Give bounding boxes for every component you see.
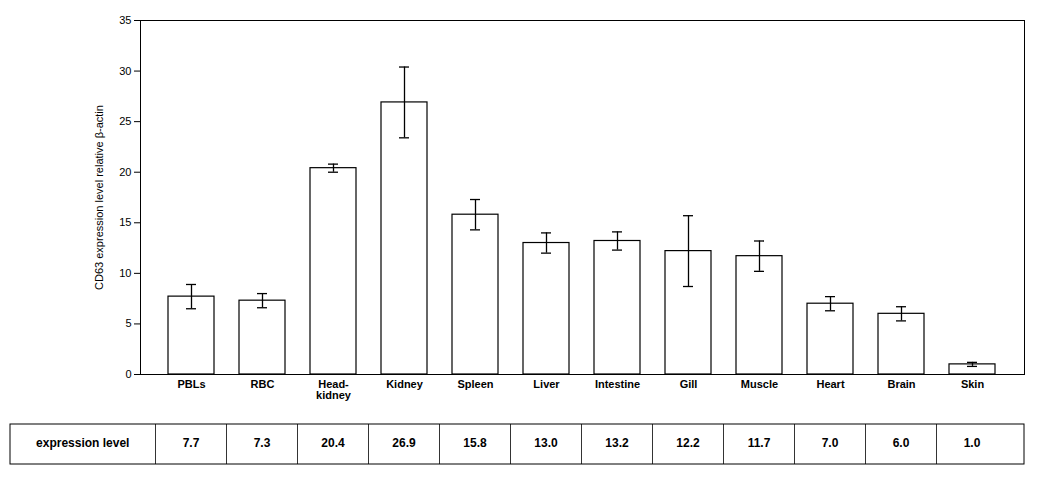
svg-text:11.7: 11.7 <box>748 436 771 450</box>
svg-text:RBC: RBC <box>251 378 275 390</box>
svg-text:expression level: expression level <box>36 436 129 450</box>
svg-text:Head-kidney: Head-kidney <box>316 378 352 401</box>
svg-text:30: 30 <box>119 65 131 77</box>
svg-text:Skin: Skin <box>961 378 985 390</box>
svg-text:PBLs: PBLs <box>177 378 205 390</box>
svg-text:Gill: Gill <box>680 378 698 390</box>
svg-text:Kidney: Kidney <box>386 378 424 390</box>
svg-text:7.3: 7.3 <box>254 436 271 450</box>
svg-text:15: 15 <box>119 216 131 228</box>
svg-text:1.0: 1.0 <box>964 436 981 450</box>
svg-text:10: 10 <box>119 267 131 279</box>
svg-text:35: 35 <box>119 14 131 26</box>
svg-text:Muscle: Muscle <box>741 378 778 390</box>
svg-text:Spleen: Spleen <box>457 378 493 390</box>
svg-text:0: 0 <box>125 368 131 380</box>
svg-text:7.7: 7.7 <box>183 436 200 450</box>
svg-text:Liver: Liver <box>533 378 560 390</box>
svg-text:20.4: 20.4 <box>321 436 345 450</box>
svg-text:25: 25 <box>119 115 131 127</box>
svg-text:13.0: 13.0 <box>534 436 558 450</box>
svg-text:7.0: 7.0 <box>822 436 839 450</box>
svg-text:26.9: 26.9 <box>392 436 416 450</box>
svg-text:Heart: Heart <box>816 378 844 390</box>
svg-text:15.8: 15.8 <box>463 436 487 450</box>
svg-text:6.0: 6.0 <box>893 436 910 450</box>
svg-text:13.2: 13.2 <box>605 436 629 450</box>
svg-text:12.2: 12.2 <box>676 436 700 450</box>
svg-text:Intestine: Intestine <box>595 378 640 390</box>
svg-text:20: 20 <box>119 166 131 178</box>
svg-text:Brain: Brain <box>887 378 915 390</box>
svg-text:CD63 expression level relative: CD63 expression level relative β-actin <box>93 105 105 290</box>
svg-text:5: 5 <box>125 317 131 329</box>
